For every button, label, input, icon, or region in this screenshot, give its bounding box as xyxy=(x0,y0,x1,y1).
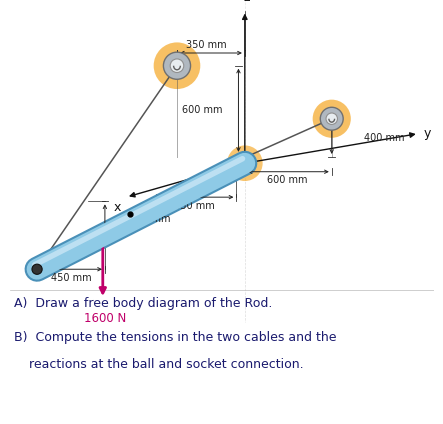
Circle shape xyxy=(154,42,200,89)
Circle shape xyxy=(313,100,351,138)
Text: 1600 N: 1600 N xyxy=(84,312,126,325)
Text: 550 mm: 550 mm xyxy=(174,201,214,211)
Circle shape xyxy=(227,145,263,181)
Text: B)  Compute the tensions in the two cables and the: B) Compute the tensions in the two cable… xyxy=(14,331,336,344)
Circle shape xyxy=(170,59,184,73)
Circle shape xyxy=(326,113,338,125)
Circle shape xyxy=(32,264,42,274)
Text: x: x xyxy=(114,201,121,215)
Text: reactions at the ball and socket connection.: reactions at the ball and socket connect… xyxy=(29,358,303,371)
Circle shape xyxy=(320,107,343,130)
Text: 350 mm: 350 mm xyxy=(187,39,227,50)
Text: A)  Draw a free body diagram of the Rod.: A) Draw a free body diagram of the Rod. xyxy=(14,297,272,310)
Text: z: z xyxy=(244,0,250,4)
Text: y: y xyxy=(424,127,431,140)
Text: 450 mm: 450 mm xyxy=(51,273,91,283)
Text: 600 mm: 600 mm xyxy=(182,105,223,115)
Circle shape xyxy=(163,52,190,79)
Text: 400 mm: 400 mm xyxy=(364,133,404,143)
Text: 400 mm: 400 mm xyxy=(130,214,171,224)
Text: 600 mm: 600 mm xyxy=(267,175,307,185)
